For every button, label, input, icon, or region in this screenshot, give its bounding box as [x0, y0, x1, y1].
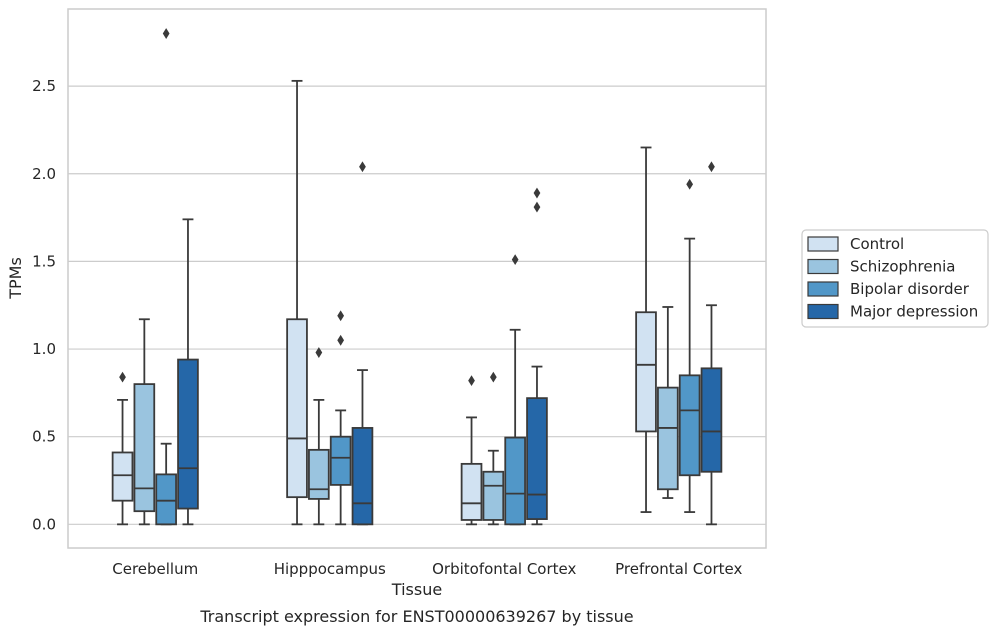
- box-body: [635, 311, 657, 433]
- box-bipolar-disorder: [678, 178, 701, 513]
- box-bipolar-disorder: [504, 254, 526, 526]
- outlier-point: [119, 371, 126, 383]
- legend-swatch: [807, 281, 839, 297]
- legend-label: Control: [850, 235, 904, 253]
- outlier-point: [533, 201, 541, 213]
- outlier-point: [315, 347, 323, 358]
- box-control: [460, 375, 483, 526]
- box-body: [351, 427, 374, 526]
- legend-label: Major depression: [850, 303, 978, 321]
- y-tick-label: 1.5: [32, 252, 56, 270]
- legend-box: [801, 229, 989, 328]
- x-tick-labels: Cerebellum Hipppocampus Orbitofontal Corte…: [112, 560, 742, 578]
- box-body: [329, 435, 352, 486]
- box-body: [526, 397, 548, 520]
- box-major-depression: [177, 218, 199, 526]
- y-tick-label: 1.0: [32, 340, 56, 358]
- box-body: [678, 374, 701, 477]
- x-tick-label: Cerebellum: [112, 560, 198, 578]
- box-schizophrenia: [657, 306, 679, 499]
- box-schizophrenia: [308, 347, 330, 526]
- outlier-point: [686, 178, 694, 190]
- y-tick-label: 0.0: [32, 515, 56, 533]
- outlier-point: [489, 371, 497, 383]
- box-bipolar-disorder: [155, 28, 177, 526]
- x-tick-label: Prefrontal Cortex: [615, 560, 742, 578]
- box-body: [504, 436, 526, 526]
- outlier-point: [533, 187, 541, 199]
- chart-caption: Transcript expression for ENST0000063926…: [199, 607, 633, 626]
- box-schizophrenia: [482, 371, 505, 526]
- y-tick-label: 0.5: [32, 428, 56, 446]
- y-tick-label: 2.0: [32, 165, 56, 183]
- legend: Control Schizophrenia Bipolar disorder Majo…: [801, 229, 989, 328]
- box-major-depression: [526, 187, 548, 526]
- box-body: [133, 383, 156, 513]
- x-tick-label: Hipppocampus: [274, 560, 386, 578]
- boxes: [111, 28, 723, 526]
- box-control: [286, 79, 308, 526]
- box-body: [286, 318, 308, 499]
- outlier-point: [337, 334, 345, 346]
- x-axis-label: Tissue: [391, 580, 442, 599]
- box-body: [155, 473, 177, 526]
- box-schizophrenia: [133, 318, 156, 526]
- outlier-point: [511, 254, 519, 266]
- legend-swatch: [807, 258, 839, 275]
- box-body: [657, 386, 679, 491]
- box-control: [635, 146, 657, 513]
- box-body: [308, 448, 330, 500]
- outlier-point: [337, 310, 345, 322]
- y-axis-label: TPMs: [6, 257, 25, 300]
- legend-label: Schizophrenia: [850, 258, 955, 276]
- legend-label: Bipolar disorder: [850, 280, 970, 298]
- box-major-depression: [351, 161, 374, 526]
- x-tick-label: Orbitofontal Cortex: [432, 560, 576, 578]
- y-tick-labels: 0.0 0.5 1.0 1.5 2.0 2.5: [32, 77, 56, 533]
- outlier-point: [162, 28, 170, 39]
- box-bipolar-disorder: [329, 310, 352, 526]
- box-body: [177, 358, 199, 510]
- box-body: [700, 367, 723, 473]
- outlier-point: [708, 161, 715, 173]
- box-body: [482, 470, 505, 521]
- outlier-point: [359, 161, 366, 173]
- box-body: [111, 451, 134, 502]
- plot-frame: [67, 8, 767, 549]
- legend-swatch: [807, 236, 839, 252]
- y-tick-label: 2.5: [32, 77, 56, 95]
- box-body: [460, 462, 483, 521]
- box-control: [111, 371, 134, 526]
- box-major-depression: [700, 161, 723, 526]
- outlier-point: [468, 375, 475, 387]
- legend-swatch: [807, 303, 839, 320]
